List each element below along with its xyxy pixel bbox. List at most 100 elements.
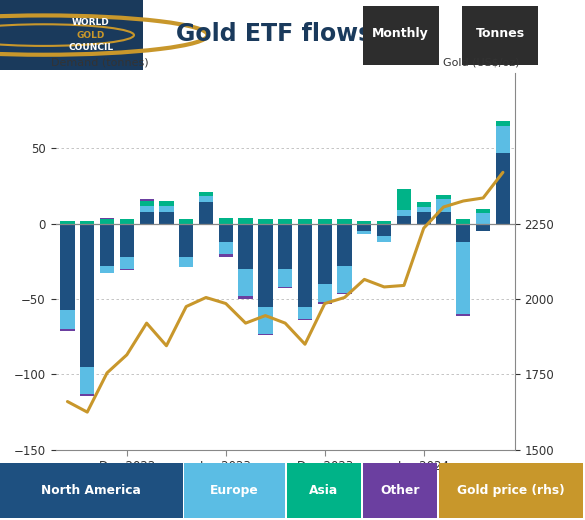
Bar bbox=[159, 205, 174, 212]
Bar bbox=[258, 224, 273, 306]
Text: Europe: Europe bbox=[210, 484, 259, 497]
Bar bbox=[199, 197, 213, 202]
Bar bbox=[456, 242, 470, 314]
Bar bbox=[397, 189, 411, 210]
Bar bbox=[239, 224, 253, 269]
Bar bbox=[159, 212, 174, 224]
Bar bbox=[278, 224, 292, 269]
Bar bbox=[120, 257, 134, 269]
Bar bbox=[179, 219, 193, 224]
Bar bbox=[100, 217, 114, 219]
Bar bbox=[60, 309, 74, 329]
Bar bbox=[278, 287, 292, 289]
Text: GOLD: GOLD bbox=[77, 31, 105, 40]
Bar bbox=[199, 192, 213, 197]
Bar bbox=[318, 284, 332, 302]
Bar bbox=[80, 367, 94, 394]
Bar bbox=[298, 306, 312, 319]
Text: COUNCIL: COUNCIL bbox=[68, 43, 113, 52]
Bar bbox=[456, 224, 470, 242]
Bar bbox=[377, 224, 391, 236]
FancyBboxPatch shape bbox=[0, 0, 143, 70]
Bar bbox=[219, 254, 233, 257]
Bar bbox=[179, 224, 193, 257]
Bar bbox=[159, 201, 174, 205]
Bar bbox=[318, 224, 332, 284]
Bar bbox=[397, 216, 411, 224]
Text: Gold price (rhs): Gold price (rhs) bbox=[457, 484, 565, 497]
Bar bbox=[338, 224, 352, 266]
Bar bbox=[436, 195, 450, 200]
Bar bbox=[120, 269, 134, 270]
FancyBboxPatch shape bbox=[462, 6, 538, 64]
Text: Gold ETF flows: Gold ETF flows bbox=[176, 22, 371, 46]
Text: Demand (tonnes): Demand (tonnes) bbox=[51, 57, 149, 67]
Bar bbox=[80, 394, 94, 396]
Bar bbox=[476, 209, 490, 213]
Bar bbox=[199, 202, 213, 224]
Bar bbox=[60, 224, 74, 309]
FancyBboxPatch shape bbox=[363, 463, 437, 517]
Bar bbox=[436, 212, 450, 224]
Bar bbox=[377, 236, 391, 242]
Bar bbox=[120, 224, 134, 257]
Bar bbox=[278, 219, 292, 224]
Text: Tonnes: Tonnes bbox=[476, 27, 525, 40]
Bar bbox=[219, 217, 233, 224]
Bar bbox=[318, 219, 332, 224]
Bar bbox=[60, 329, 74, 331]
Bar bbox=[476, 213, 490, 224]
FancyBboxPatch shape bbox=[0, 463, 183, 517]
Bar bbox=[159, 224, 174, 225]
Bar bbox=[338, 266, 352, 293]
Bar bbox=[239, 296, 253, 299]
Bar bbox=[476, 224, 490, 231]
Bar bbox=[239, 217, 253, 224]
Bar bbox=[219, 242, 233, 254]
Bar bbox=[258, 334, 273, 335]
Bar bbox=[377, 220, 391, 224]
FancyBboxPatch shape bbox=[363, 6, 439, 64]
Bar bbox=[417, 212, 431, 224]
Bar bbox=[397, 210, 411, 216]
Bar bbox=[239, 269, 253, 296]
Bar bbox=[417, 207, 431, 212]
Bar bbox=[139, 205, 154, 212]
Bar bbox=[80, 220, 94, 224]
FancyBboxPatch shape bbox=[184, 463, 285, 517]
Bar bbox=[436, 200, 450, 212]
Bar bbox=[219, 224, 233, 242]
Bar bbox=[80, 224, 94, 367]
Bar bbox=[139, 201, 154, 205]
Bar bbox=[338, 219, 352, 224]
Bar bbox=[139, 200, 154, 201]
Bar bbox=[100, 224, 114, 266]
Bar bbox=[258, 306, 273, 334]
Bar bbox=[456, 219, 470, 224]
Bar bbox=[298, 224, 312, 306]
Bar bbox=[179, 257, 193, 267]
Bar bbox=[496, 121, 510, 125]
Bar bbox=[417, 202, 431, 207]
Text: Asia: Asia bbox=[309, 484, 338, 497]
Text: Other: Other bbox=[380, 484, 419, 497]
Text: Gold (US$/oz): Gold (US$/oz) bbox=[443, 57, 519, 67]
Bar bbox=[100, 266, 114, 274]
Bar bbox=[60, 220, 74, 224]
Text: WORLD: WORLD bbox=[72, 18, 109, 27]
FancyBboxPatch shape bbox=[439, 463, 583, 517]
Bar bbox=[357, 220, 371, 224]
Bar bbox=[258, 219, 273, 224]
Bar bbox=[100, 219, 114, 224]
Bar bbox=[338, 293, 352, 294]
Bar bbox=[318, 302, 332, 304]
Bar bbox=[357, 224, 371, 231]
Bar bbox=[298, 319, 312, 320]
Bar bbox=[357, 231, 371, 234]
Bar bbox=[298, 219, 312, 224]
Bar bbox=[139, 212, 154, 224]
FancyBboxPatch shape bbox=[287, 463, 361, 517]
Bar bbox=[496, 153, 510, 224]
Bar bbox=[120, 219, 134, 224]
Bar bbox=[278, 269, 292, 287]
